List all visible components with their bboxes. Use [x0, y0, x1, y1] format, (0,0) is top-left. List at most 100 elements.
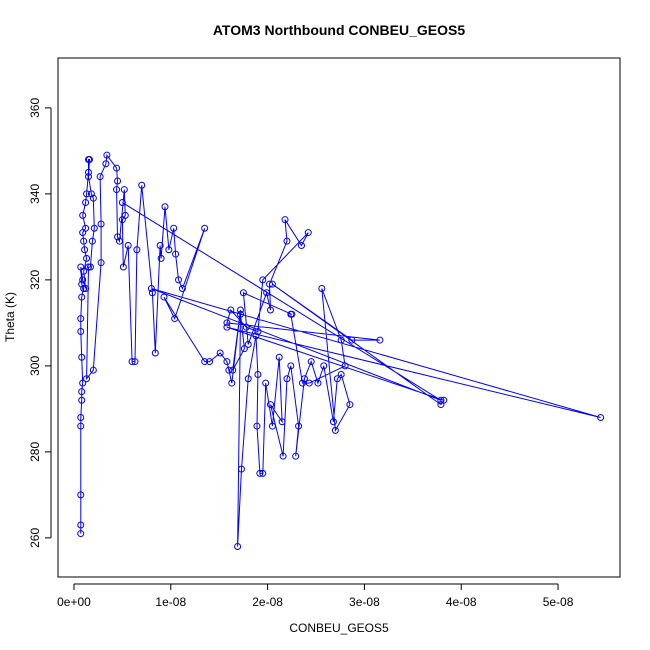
data-point — [283, 237, 291, 245]
data-point — [77, 491, 85, 499]
data-point — [79, 379, 87, 387]
data-point — [115, 237, 123, 245]
data-point — [96, 173, 104, 181]
data-point — [201, 358, 209, 366]
data-point — [170, 224, 178, 232]
data-point — [267, 306, 275, 314]
data-point — [262, 379, 270, 387]
data-point — [318, 284, 326, 292]
data-point — [178, 284, 186, 292]
data-point — [102, 160, 110, 168]
data-point — [151, 349, 159, 357]
data-point — [254, 327, 262, 335]
data-point — [79, 276, 87, 284]
data-point — [77, 413, 85, 421]
data-point — [87, 190, 95, 198]
data-point — [281, 216, 289, 224]
y-tick-label: 340 — [28, 184, 42, 204]
data-point — [329, 418, 337, 426]
data-point — [298, 379, 306, 387]
data-point — [223, 323, 231, 331]
data-point — [259, 469, 267, 477]
data-point — [89, 194, 97, 202]
plot-box — [57, 57, 621, 578]
x-tick-label: 3e-08 — [349, 595, 380, 609]
data-point — [77, 530, 85, 538]
data-point — [97, 220, 105, 228]
data-point — [240, 345, 248, 353]
data-point — [314, 379, 322, 387]
data-point — [287, 362, 295, 370]
data-point — [171, 315, 179, 323]
data-point — [348, 336, 356, 344]
data-point — [78, 353, 86, 361]
data-point — [118, 198, 126, 206]
data-point — [84, 263, 92, 271]
data-point — [223, 358, 231, 366]
data-point — [237, 465, 245, 473]
data-point — [320, 362, 328, 370]
data-point — [437, 396, 445, 404]
data-point — [148, 289, 156, 297]
data-point — [78, 388, 86, 396]
data-point — [307, 358, 315, 366]
x-tick-label: 4e-08 — [446, 595, 477, 609]
data-point — [254, 370, 262, 378]
y-tick-label: 260 — [28, 528, 42, 548]
data-point — [267, 401, 275, 409]
data-point — [216, 349, 224, 357]
data-point — [131, 358, 139, 366]
data-point — [234, 542, 242, 550]
data-point — [275, 353, 283, 361]
data-point — [157, 254, 165, 262]
x-tick-label: 2e-08 — [252, 595, 283, 609]
data-point — [82, 284, 90, 292]
data-point — [337, 336, 345, 344]
data-point — [268, 280, 276, 288]
data-point — [118, 216, 126, 224]
data-point — [89, 366, 97, 374]
data-point — [77, 315, 85, 323]
data-point — [175, 276, 183, 284]
data-point — [225, 366, 233, 374]
data-point — [266, 280, 274, 288]
data-point — [77, 521, 85, 529]
data-point — [161, 203, 169, 211]
data-point — [79, 211, 87, 219]
data-point — [244, 375, 252, 383]
data-point — [331, 426, 339, 434]
data-point — [97, 259, 105, 267]
data-point — [78, 293, 86, 301]
data-point — [83, 190, 91, 198]
data-point — [86, 263, 94, 271]
data-point — [77, 327, 85, 335]
data-point — [292, 452, 300, 460]
data-point — [259, 276, 267, 284]
y-tick-label: 280 — [28, 442, 42, 462]
data-point — [337, 370, 345, 378]
data-point — [236, 310, 244, 318]
data-point — [113, 186, 121, 194]
data-point — [228, 379, 236, 387]
y-tick-label: 360 — [28, 98, 42, 118]
data-point — [90, 224, 98, 232]
data-point — [304, 229, 312, 237]
y-axis-label: Theta (K) — [3, 292, 17, 342]
x-tick-label: 5e-08 — [543, 595, 574, 609]
data-point — [128, 358, 136, 366]
x-tick-label: 1e-08 — [155, 595, 186, 609]
data-point — [78, 280, 86, 288]
data-point — [160, 293, 168, 301]
data-point — [84, 168, 92, 176]
data-point — [80, 237, 88, 245]
data-point — [256, 469, 264, 477]
data-point — [124, 241, 132, 249]
data-point — [300, 375, 308, 383]
data-point — [156, 241, 164, 249]
data-point — [279, 452, 287, 460]
chart-title: ATOM3 Northbound CONBEU_GEOS5 — [213, 22, 465, 38]
data-point — [84, 173, 92, 181]
data-point — [80, 267, 88, 275]
data-point — [81, 246, 89, 254]
